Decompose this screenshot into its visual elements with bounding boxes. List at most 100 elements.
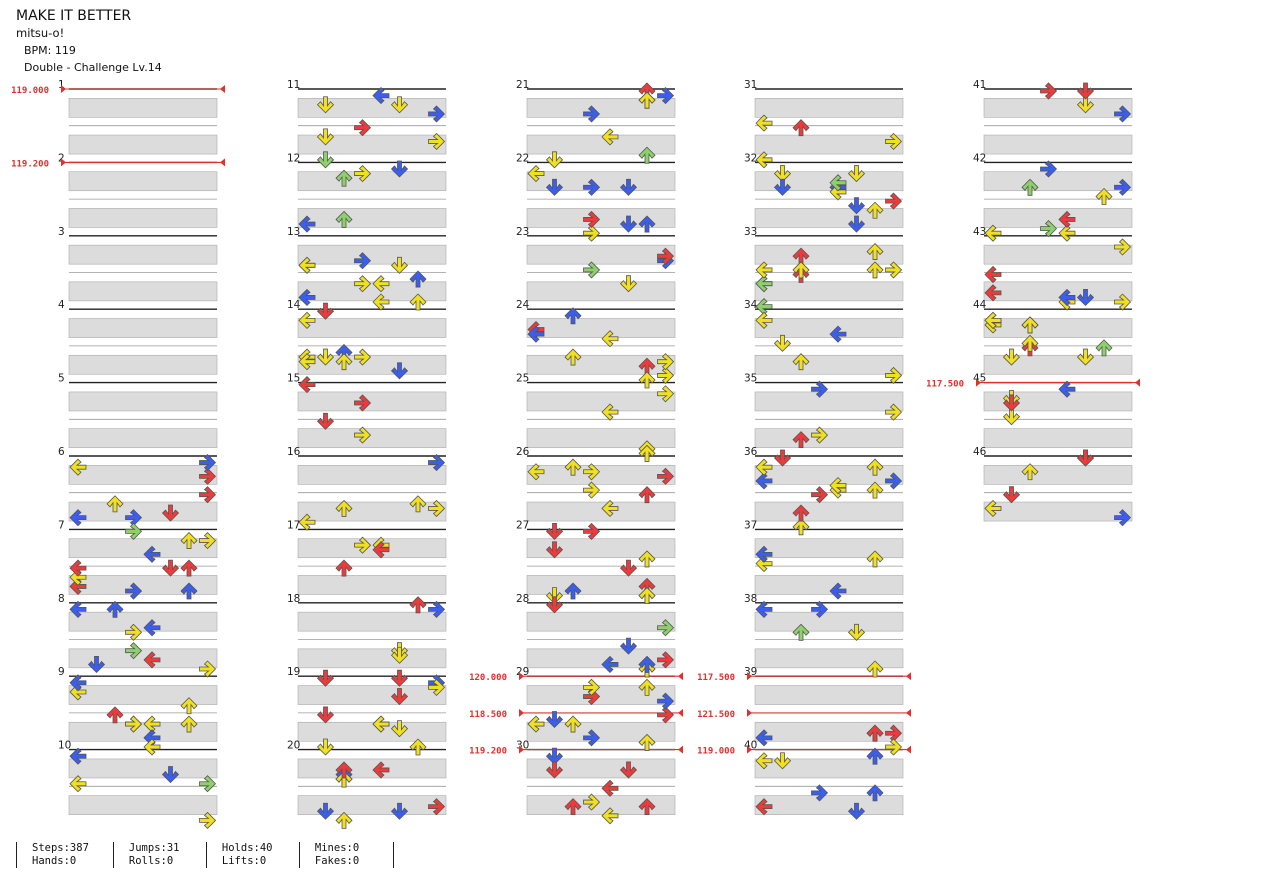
measure-number: 10 — [58, 740, 71, 752]
measure-number: 11 — [287, 79, 300, 91]
beat-band — [68, 98, 218, 118]
beat-band — [754, 721, 904, 742]
right-arrow-icon — [583, 210, 601, 229]
up-arrow-icon — [1095, 339, 1113, 357]
measure-number: 21 — [516, 79, 529, 91]
right-arrow-icon — [885, 472, 903, 490]
right-arrow-icon — [428, 454, 446, 472]
left-arrow-icon — [601, 807, 619, 825]
beat-band — [297, 281, 447, 302]
beat-band — [754, 208, 904, 228]
beat-band — [68, 134, 218, 155]
right-arrow-icon — [199, 486, 217, 504]
down-arrow-icon — [1002, 394, 1021, 412]
right-arrow-icon — [1114, 238, 1132, 256]
right-arrow-icon — [125, 623, 143, 641]
up-arrow-icon — [792, 353, 810, 371]
right-arrow-icon — [811, 380, 829, 398]
measure-number: 27 — [516, 519, 529, 531]
down-arrow-icon — [545, 596, 564, 614]
right-arrow-icon — [583, 224, 601, 242]
right-arrow-icon — [583, 678, 601, 696]
left-arrow-icon — [601, 403, 619, 421]
down-arrow-icon — [390, 688, 409, 706]
beat-band — [68, 281, 218, 302]
left-arrow-icon — [984, 224, 1002, 242]
right-arrow-icon — [354, 536, 372, 554]
down-arrow-icon — [316, 802, 335, 820]
stat-fakes: Fakes:0 — [314, 855, 360, 867]
left-arrow-icon — [984, 265, 1002, 284]
up-arrow-icon — [564, 582, 582, 600]
up-arrow-icon — [409, 596, 427, 614]
down-arrow-icon — [316, 669, 335, 687]
left-arrow-icon — [755, 600, 773, 618]
right-arrow-icon — [583, 793, 601, 811]
left-arrow-icon — [984, 311, 1002, 329]
left-arrow-icon — [372, 541, 390, 559]
beat-band — [983, 501, 1133, 522]
left-arrow-icon — [755, 752, 773, 770]
up-arrow-icon — [1021, 316, 1039, 334]
up-arrow-icon — [1095, 187, 1113, 205]
bpm-value: 117.500 — [697, 673, 735, 683]
right-arrow-icon — [1114, 293, 1132, 311]
down-arrow-icon — [847, 197, 866, 215]
left-arrow-icon — [755, 545, 773, 563]
down-arrow-icon — [316, 151, 335, 169]
beat-band — [754, 171, 904, 192]
beat-band — [526, 575, 676, 595]
bpm-marker-right — [678, 672, 683, 681]
down-arrow-icon — [390, 256, 409, 274]
beat-band — [68, 721, 218, 742]
beat-band — [983, 391, 1133, 412]
left-arrow-icon — [1058, 380, 1076, 398]
down-arrow-icon — [390, 362, 409, 380]
left-arrow-icon — [1058, 210, 1076, 229]
up-arrow-icon — [792, 518, 810, 536]
bpm-value: 121.500 — [697, 710, 735, 720]
down-arrow-icon — [545, 587, 564, 605]
left-arrow-icon — [984, 499, 1002, 518]
up-arrow-icon — [409, 293, 427, 311]
down-arrow-icon — [1002, 486, 1021, 504]
beat-band — [297, 685, 447, 705]
down-arrow-icon — [619, 559, 638, 577]
down-arrow-icon — [390, 160, 409, 178]
bpm-value: 119.200 — [11, 159, 49, 169]
beat-band — [68, 758, 218, 779]
measure-number: 26 — [516, 446, 530, 458]
beat-band — [526, 795, 676, 815]
measure-number: 20 — [287, 740, 300, 752]
up-arrow-icon — [638, 655, 656, 673]
left-arrow-icon — [69, 674, 87, 692]
up-arrow-icon — [638, 798, 656, 816]
beat-band — [526, 465, 676, 485]
beat-band — [754, 134, 904, 155]
up-arrow-icon — [792, 261, 810, 279]
right-arrow-icon — [657, 366, 675, 384]
measure-number: 18 — [287, 593, 300, 605]
bpm-marker-left — [61, 158, 66, 167]
beat-band — [983, 208, 1133, 228]
left-arrow-icon — [755, 261, 773, 279]
bpm-marker-left — [61, 85, 66, 93]
up-arrow-icon — [564, 348, 582, 366]
down-arrow-icon — [390, 720, 409, 738]
down-arrow-icon — [773, 334, 792, 352]
up-arrow-icon — [638, 371, 656, 389]
up-arrow-icon — [866, 261, 884, 279]
stats-col-4: Mines:0 Fakes:0 — [298, 842, 395, 868]
up-arrow-icon — [638, 587, 656, 605]
up-arrow-icon — [638, 91, 656, 109]
right-arrow-icon — [657, 247, 675, 265]
up-arrow-icon — [866, 747, 884, 765]
up-arrow-icon — [866, 458, 884, 476]
right-arrow-icon — [657, 467, 675, 485]
up-arrow-icon — [866, 201, 884, 219]
stats-col-1: Steps:387 Hands:0 — [16, 842, 113, 868]
beat-band — [526, 244, 676, 265]
down-arrow-icon — [316, 412, 335, 430]
beat-band — [526, 318, 676, 338]
left-arrow-icon — [829, 582, 847, 600]
